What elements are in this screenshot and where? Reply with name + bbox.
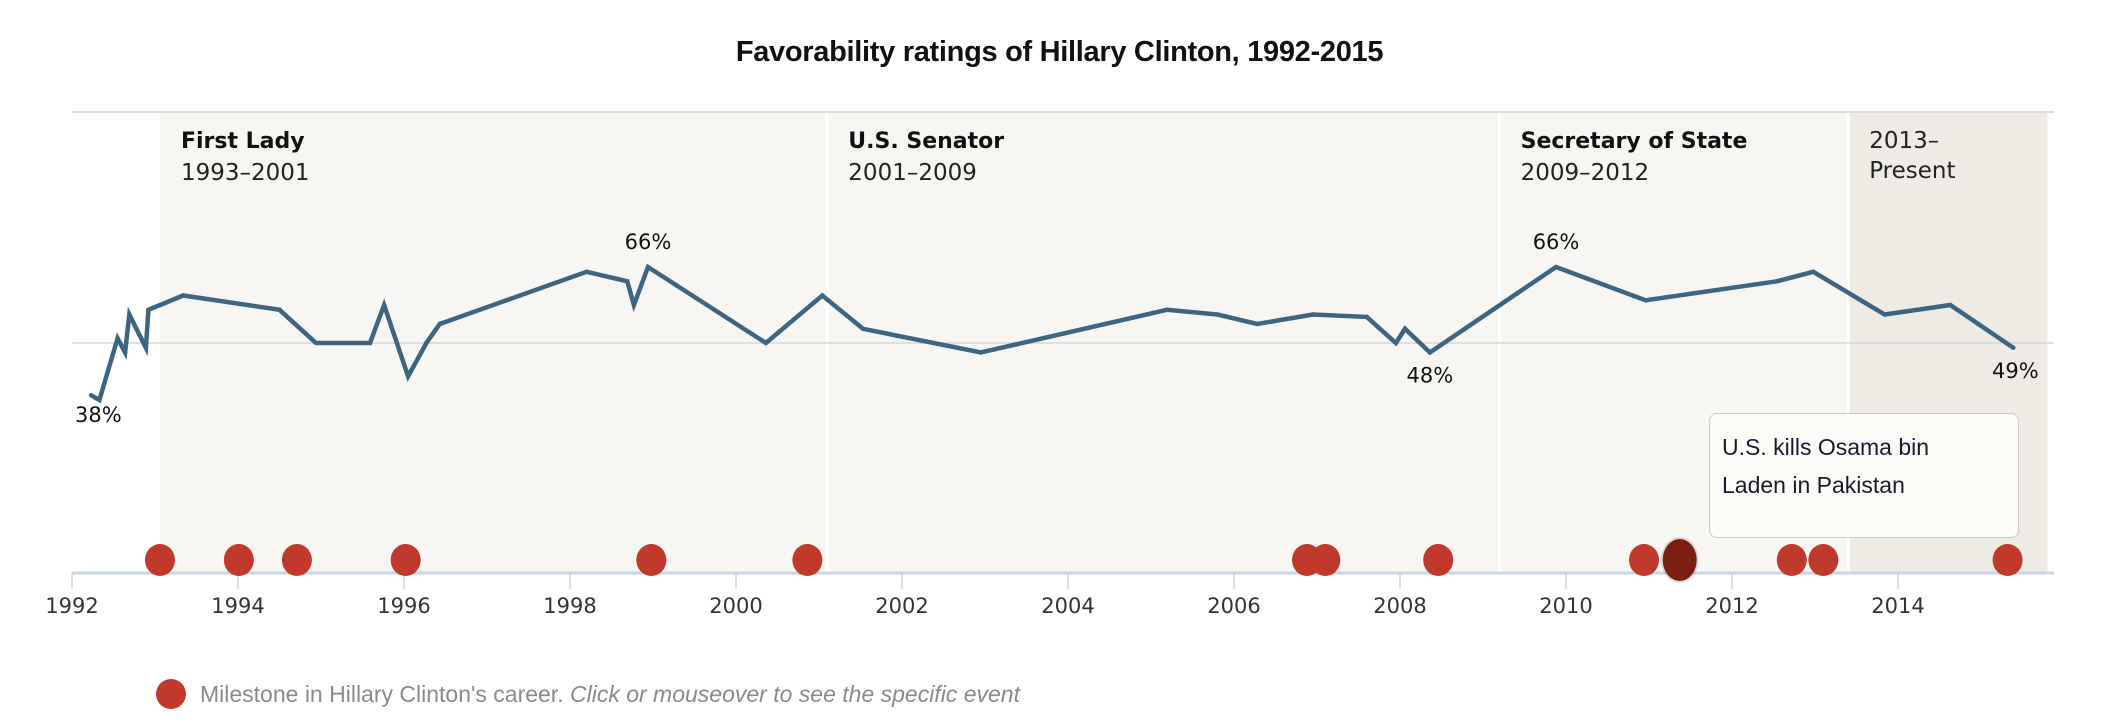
point-label: 66% [1533,230,1580,254]
favorability-series [88,263,2016,404]
data-point [313,340,319,346]
data-point [405,374,411,379]
milestone-marker-selected[interactable] [1662,539,1697,581]
milestone-marker[interactable] [1776,544,1807,576]
data-point [820,293,825,298]
data-point [1643,298,1648,303]
milestone-marker[interactable] [792,544,823,576]
data-point [122,350,128,355]
point-labels: 38% 66% 48% 66% 49% [75,230,2039,427]
data-point [381,302,387,308]
tooltip-line-1: U.S. kills Osama bin [1722,434,1930,460]
point-label: 48% [1407,364,1454,388]
milestone-marker[interactable] [144,544,175,576]
milestone-marker[interactable] [1629,544,1660,576]
era-title: First Lady [181,129,305,154]
x-tick-label: 2000 [709,594,762,618]
milestone-marker[interactable] [223,544,254,576]
milestone-legend-icon [156,679,186,709]
legend-text: Milestone in Hillary Clinton's career. C… [200,681,1020,708]
data-point [763,340,769,346]
x-tick-label: 2004 [1041,594,1094,618]
data-point [860,326,866,331]
data-point [1774,279,1780,284]
milestone-marker[interactable] [390,544,421,576]
x-tick-label: 1992 [45,594,98,618]
data-point [88,393,94,398]
x-tick-label: 2008 [1373,594,1426,618]
point-label: 38% [75,403,122,427]
milestone-marker[interactable] [1992,544,2023,576]
data-point [631,302,637,308]
data-point [1811,269,1816,274]
era-years-line2: Present [1869,158,1955,184]
x-tick-label: 1996 [377,594,430,618]
data-point [146,307,151,312]
data-point [367,340,373,346]
data-point [645,264,651,270]
x-tick-label: 2010 [1539,594,1592,618]
data-point [1393,340,1399,346]
data-point [1553,264,1559,270]
data-point [97,397,102,403]
data-point [978,350,984,355]
data-point [1882,312,1887,317]
data-point [1310,312,1316,317]
data-point [143,345,149,350]
data-point [1402,326,1408,331]
milestone-tooltip: U.S. kills Osama bin Laden in Pakistan [1709,413,2019,538]
data-point [437,321,442,327]
series-line-favorability [89,263,2015,404]
era-years: 2009–2012 [1521,160,1650,186]
legend: Milestone in Hillary Clinton's career. C… [156,679,1020,709]
data-point [277,307,282,312]
point-label: 49% [1992,359,2039,383]
data-point [625,279,630,284]
milestone-marker[interactable] [1423,544,1454,576]
data-point [1364,314,1370,320]
milestone-marker[interactable] [281,544,312,576]
data-point [1255,321,1260,327]
x-tick-label: 2002 [875,594,928,618]
data-point [1948,302,1953,308]
chart-title: Favorability ratings of Hillary Clinton,… [735,36,1384,68]
data-point [181,293,186,298]
era-years: 1993–2001 [181,160,310,186]
x-tick-label: 2014 [1871,594,1924,618]
x-tick-label: 2006 [1207,594,1260,618]
milestone-marker[interactable] [1310,544,1341,576]
data-point [1215,312,1220,317]
point-label: 66% [625,230,672,254]
x-tick-label: 2012 [1705,594,1758,618]
data-point [584,269,589,274]
milestone-marker[interactable] [636,544,667,576]
x-tick-label: 1998 [543,594,596,618]
era-years: 2001–2009 [848,160,977,186]
data-point [424,340,429,346]
era-title: U.S. Senator [848,129,1004,154]
milestone-marker[interactable] [1808,544,1839,576]
data-point [115,336,120,341]
era-title: Secretary of State [1521,129,1748,154]
legend-hint: Click or mouseover to see the specific e… [569,680,1020,707]
data-point [127,312,132,317]
era-years: 2013– [1869,128,1939,154]
x-axis: 1992 1994 1996 1998 2000 2002 2004 2006 2008 2010… [45,571,2054,618]
data-point [1164,307,1169,312]
tooltip-line-2: Laden in Pakistan [1722,472,1905,498]
milestone-markers [144,537,2023,583]
legend-label: Milestone in Hillary Clinton's career. [200,680,564,707]
x-tick-label: 1994 [211,594,264,618]
data-point [1427,350,1433,355]
data-point [2011,345,2016,350]
